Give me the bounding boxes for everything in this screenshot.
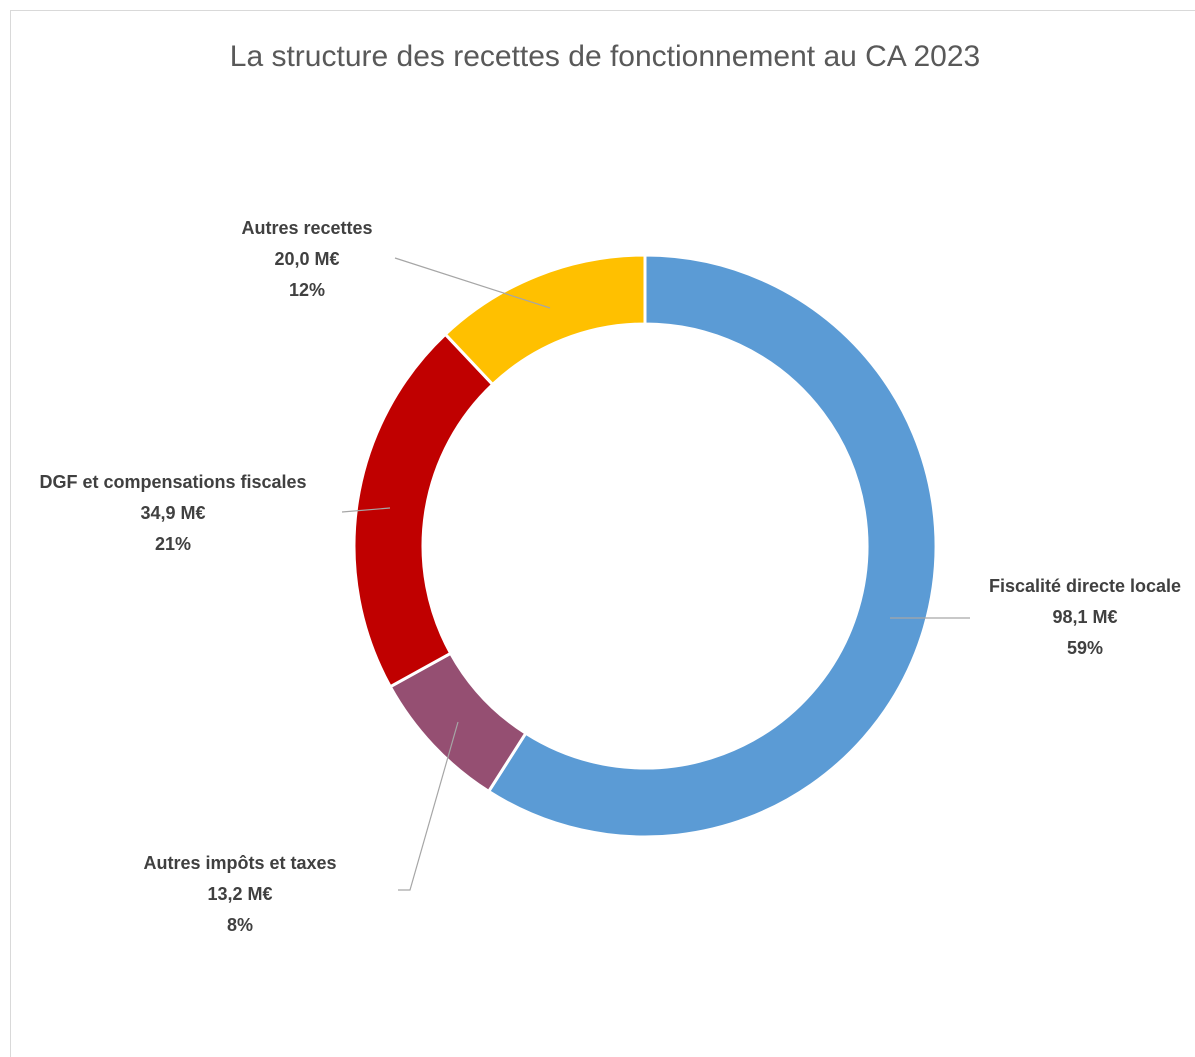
data-label-value: 13,2 M€ (207, 884, 272, 904)
chart-title: La structure des recettes de fonctionnem… (230, 40, 980, 73)
data-label-value: 98,1 M€ (1052, 607, 1117, 627)
data-label-category: Autres impôts et taxes (143, 853, 336, 873)
chart-border (10, 10, 1195, 1057)
donut-slice (486, 253, 938, 839)
leader-line (341, 507, 391, 513)
data-label-percent: 59% (1067, 638, 1103, 658)
leader-line (394, 257, 551, 309)
data-label-category: Fiscalité directe locale (989, 576, 1181, 596)
data-label-category: DGF et compensations fiscales (39, 472, 306, 492)
data-label-percent: 21% (155, 534, 191, 554)
data-label-value: 20,0 M€ (274, 249, 339, 269)
data-label-category: Autres recettes (241, 218, 372, 238)
data-label-value: 34,9 M€ (140, 503, 205, 523)
donut-slice (443, 253, 647, 387)
data-label-percent: 8% (227, 915, 253, 935)
data-label-percent: 12% (289, 280, 325, 300)
leader-line (398, 721, 459, 891)
